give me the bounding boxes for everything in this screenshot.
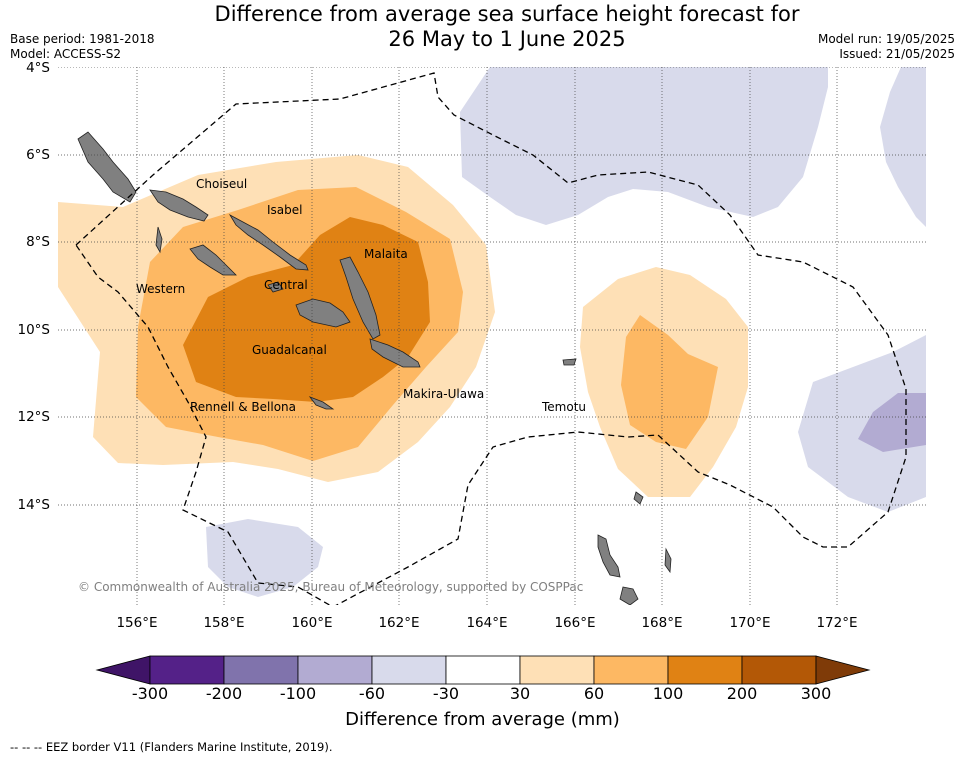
land-choiseul [77,131,137,203]
eez-border [75,72,907,605]
anomaly-region-negative-strong [858,393,926,452]
land-new-georgia [189,244,237,276]
graticule [58,67,926,605]
title-line-1: Difference from average sea surface heig… [214,2,800,26]
lon-label: 166°E [554,615,596,631]
land-vanuatu-espiritu [597,534,621,578]
lon-label: 158°E [203,615,245,631]
region-label-guadalcanal: Guadalcanal [252,343,327,357]
lat-label: 8°S [26,234,50,250]
land-isabel [149,189,209,222]
region-label-rennell-bellona: Rennell & Bellona [190,400,297,414]
land-vanuatu-pentecost [664,547,672,574]
region-label-malaita: Malaita [364,247,408,261]
colorbar-tick: 300 [800,684,832,703]
lon-label: 164°E [466,615,508,631]
colorbar-label: Difference from average (mm) [345,709,620,730]
lat-label: 10°S [17,322,51,338]
colorbar-tick: -60 [358,684,386,703]
region-label-choiseul: Choiseul [196,177,248,191]
land-western-islands [155,226,163,254]
colorbar [95,655,871,685]
lat-label: 4°S [26,60,50,76]
region-label-makira-ulawa: Makira-Ulawa [403,387,485,401]
colorbar-cell [519,655,595,685]
lat-label: 12°S [17,409,51,425]
colorbar-tick: 100 [652,684,684,703]
lat-label: 6°S [26,147,50,163]
colorbar-cell [741,655,817,685]
chart-title: Difference from average sea surface heig… [0,2,965,52]
land-rennell [308,396,335,410]
colorbar-extend-high [815,655,871,685]
land-vanuatu-north [633,491,644,505]
colorbar-tick: -200 [205,684,243,703]
copyright-notice: © Commonwealth of Australia 2025, Bureau… [78,580,584,594]
title-line-2: 26 May to 1 June 2025 [388,27,626,51]
lat-label: 14°S [17,497,51,513]
colorbar-tick: -300 [131,684,169,703]
lon-label: 156°E [116,615,158,631]
lon-label: 168°E [641,615,683,631]
land-guadalcanal [295,298,351,328]
model-name: Model: ACCESS-S2 [10,47,122,61]
base-period: Base period: 1981-2018 [10,32,155,46]
model-run: Model run: 19/05/2025 [817,32,955,46]
eez-legend-note: -- -- -- EEZ border V11 (Flanders Marine… [10,740,333,754]
anomaly-region-moderate [621,315,718,449]
region-label-central: Central [264,278,308,292]
sea-level-map [58,67,926,605]
colorbar-cell [593,655,669,685]
colorbar-cell [667,655,743,685]
colorbar-cell [297,655,373,685]
issued-date: Issued: 21/05/2025 [839,47,955,61]
lon-label: 170°E [729,615,771,631]
colorbar-cell [149,655,225,685]
colorbar-cell [445,655,521,685]
anomaly-region-negative [206,519,323,597]
land-temotu [562,358,577,366]
colorbar-tick: 200 [726,684,758,703]
colorbar-tick: -30 [432,684,460,703]
colorbar-tick: 30 [509,684,531,703]
anomaly-region-negative [798,335,926,512]
lon-label: 160°E [291,615,333,631]
region-label-isabel: Isabel [267,203,303,217]
lon-label: 172°E [816,615,858,631]
run-info: Model run: 19/05/2025 Issued: 21/05/2025 [818,32,955,62]
colorbar-extend-low [95,655,151,685]
lon-label: 162°E [378,615,420,631]
region-label-western: Western [136,282,186,296]
colorbar-cell [223,655,299,685]
land-vanuatu-malekula [619,586,639,605]
colorbar-tick: 60 [583,684,605,703]
land-malaita [339,256,381,340]
anomaly-region-negative [460,67,828,225]
anomaly-region-negative [880,67,926,227]
model-info: Base period: 1981-2018 Model: ACCESS-S2 [10,32,155,62]
region-label-temotu: Temotu [542,400,587,414]
land-makira [369,338,421,368]
colorbar-tick: -100 [279,684,317,703]
colorbar-cell [371,655,447,685]
land-isabel-east [228,213,309,271]
land-central-islands [267,281,284,293]
